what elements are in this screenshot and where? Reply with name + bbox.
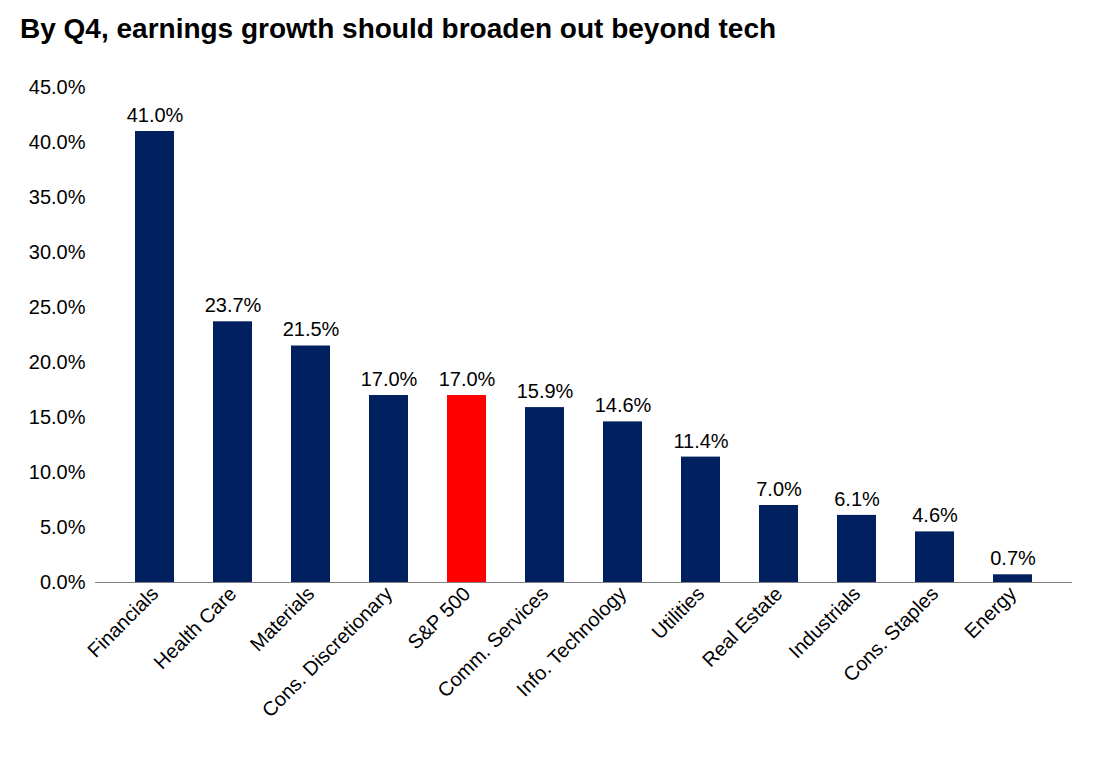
svg-text:Materials: Materials xyxy=(245,582,318,655)
svg-text:6.1%: 6.1% xyxy=(834,488,880,510)
svg-text:0.7%: 0.7% xyxy=(990,547,1036,569)
svg-text:11.4%: 11.4% xyxy=(673,430,728,452)
svg-text:21.5%: 21.5% xyxy=(283,318,340,340)
svg-text:S&P 500: S&P 500 xyxy=(403,582,474,653)
svg-text:40.0%: 40.0% xyxy=(29,131,86,153)
svg-text:Health Care: Health Care xyxy=(149,582,240,673)
svg-text:7.0%: 7.0% xyxy=(756,478,802,500)
svg-text:17.0%: 17.0% xyxy=(361,368,418,390)
svg-text:15.0%: 15.0% xyxy=(29,406,86,428)
svg-text:Info. Technology: Info. Technology xyxy=(512,582,630,700)
svg-text:23.7%: 23.7% xyxy=(205,294,262,316)
svg-text:Financials: Financials xyxy=(83,582,162,661)
svg-text:Cons. Discretionary: Cons. Discretionary xyxy=(257,582,396,721)
svg-text:15.9%: 15.9% xyxy=(517,380,574,402)
svg-text:Utilities: Utilities xyxy=(647,582,708,643)
svg-text:Cons. Staples: Cons. Staples xyxy=(839,582,943,686)
html-text:By Q4, earnings growth should: By Q4, earnings growth should broaden ou… xyxy=(20,13,777,44)
svg-text:Energy: Energy xyxy=(960,582,1020,642)
svg-text:35.0%: 35.0% xyxy=(29,186,86,208)
svg-text:20.0%: 20.0% xyxy=(29,351,86,373)
svg-text:30.0%: 30.0% xyxy=(29,241,86,263)
svg-text:17.0%: 17.0% xyxy=(439,368,496,390)
svg-text:41.0%: 41.0% xyxy=(127,104,184,126)
svg-text:5.0%: 5.0% xyxy=(40,516,86,538)
svg-text:4.6%: 4.6% xyxy=(912,504,958,526)
svg-text:14.6%: 14.6% xyxy=(595,394,652,416)
svg-text:Industrials: Industrials xyxy=(784,582,864,662)
svg-text:25.0%: 25.0% xyxy=(29,296,86,318)
svg-text:45.0%: 45.0% xyxy=(29,76,86,98)
svg-text:10.0%: 10.0% xyxy=(29,461,86,483)
svg-text:Comm. Services: Comm. Services xyxy=(433,582,553,702)
svg-text:Real Estate: Real Estate xyxy=(698,582,787,671)
svg-text:0.0%: 0.0% xyxy=(40,571,86,593)
